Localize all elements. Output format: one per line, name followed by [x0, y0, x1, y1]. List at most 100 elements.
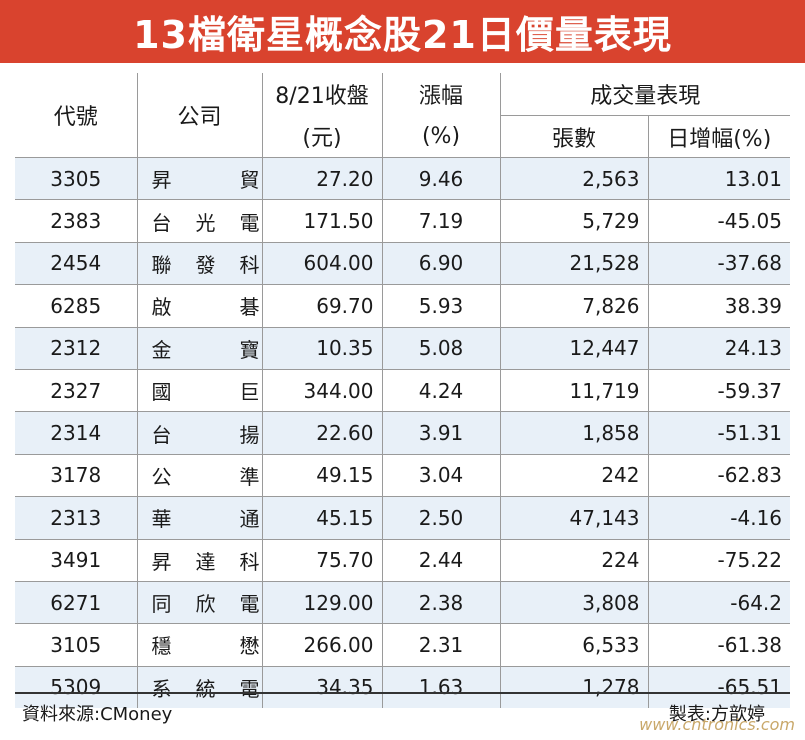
- cell-daily: -45.05: [648, 199, 791, 243]
- cell-change: 2.50: [382, 496, 501, 540]
- title-banner: 13檔衛星概念股21日價量表現: [0, 0, 805, 63]
- cell-change: 4.24: [382, 368, 501, 412]
- cell-daily: 13.01: [648, 156, 791, 200]
- company-name-char: 華: [151, 507, 172, 532]
- header-change-unit: (%): [382, 115, 501, 158]
- company-name-char: 聯: [151, 252, 172, 277]
- company-name-char: 貿: [239, 168, 260, 193]
- cell-lots: 2,563: [500, 156, 649, 200]
- cell-code: 3105: [15, 623, 138, 667]
- table-row: 2454 聯發科 604.00 6.90 21,528 -37.68: [15, 241, 791, 285]
- header-volume-group: 成交量表現: [500, 73, 791, 116]
- company-name-char: 公: [151, 464, 172, 489]
- cell-lots: 242: [500, 453, 649, 497]
- company-name-char: 台: [151, 422, 172, 447]
- cell-code: 2312: [15, 326, 138, 370]
- watermark-text: www.cntronics.com: [639, 715, 795, 734]
- cell-lots: 12,447: [500, 326, 649, 370]
- cell-close: 604.00: [262, 241, 383, 285]
- table-row: 3105 穩懋 266.00 2.31 6,533 -61.38: [15, 623, 791, 667]
- company-name-char: 準: [239, 464, 260, 489]
- source-note: 資料來源:CMoney: [22, 704, 173, 725]
- cell-company: 昇貿: [137, 156, 263, 200]
- cell-company: 昇達科: [137, 538, 263, 582]
- cell-lots: 1,858: [500, 411, 649, 455]
- header-volume-daily: 日增幅(%): [667, 126, 772, 152]
- table-row: 2314 台揚 22.60 3.91 1,858 -51.31: [15, 411, 791, 455]
- table-row: 3305 昇貿 27.20 9.46 2,563 13.01: [15, 156, 791, 200]
- cell-daily: -59.37: [648, 368, 791, 412]
- cell-change: 7.19: [382, 199, 501, 243]
- company-name-char: 碁: [239, 295, 260, 320]
- company-name-char: 系: [151, 676, 172, 701]
- company-name: 昇達科: [152, 546, 260, 575]
- cell-close: 10.35: [262, 326, 383, 370]
- cell-change: 9.46: [382, 156, 501, 200]
- cell-close: 129.00: [262, 580, 383, 624]
- cell-code: 3305: [15, 156, 138, 200]
- company-name-char: 懋: [239, 634, 260, 659]
- company-name: 同欣電: [152, 588, 260, 617]
- cell-lots: 1,278: [500, 665, 649, 709]
- company-name-char: 科: [239, 252, 260, 277]
- cell-company: 聯發科: [137, 241, 263, 285]
- header-company: 公司: [137, 73, 263, 158]
- company-name-char: 昇: [151, 549, 172, 574]
- company-name: 公準: [152, 461, 260, 490]
- cell-daily: -51.31: [648, 411, 791, 455]
- maker-note: 製表:方歆婷: [668, 704, 765, 725]
- cell-company: 台揚: [137, 411, 263, 455]
- cell-daily: -75.22: [648, 538, 791, 582]
- company-name-char: 電: [239, 592, 260, 617]
- cell-company: 台光電: [137, 199, 263, 243]
- cell-daily: 24.13: [648, 326, 791, 370]
- cell-lots: 5,729: [500, 199, 649, 243]
- header-close: 8/21收盤: [262, 73, 383, 116]
- company-name-char: 電: [239, 676, 260, 701]
- company-name-char: 統: [195, 676, 216, 701]
- page-title: 13檔衛星概念股21日價量表現: [133, 13, 672, 57]
- cell-code: 2327: [15, 368, 138, 412]
- cell-code: 6285: [15, 284, 138, 328]
- cell-change: 5.93: [382, 284, 501, 328]
- cell-close: 45.15: [262, 496, 383, 540]
- company-name: 華通: [152, 503, 260, 532]
- company-name-char: 啟: [151, 295, 172, 320]
- header-close-unit: (元): [262, 115, 383, 158]
- company-name: 台揚: [152, 419, 260, 448]
- cell-change: 1.63: [382, 665, 501, 709]
- table-row: 2383 台光電 171.50 7.19 5,729 -45.05: [15, 199, 791, 243]
- cell-lots: 21,528: [500, 241, 649, 285]
- company-name: 啟碁: [152, 291, 260, 320]
- table-row: 2313 華通 45.15 2.50 47,143 -4.16: [15, 496, 791, 540]
- cell-company: 穩懋: [137, 623, 263, 667]
- cell-daily: -62.83: [648, 453, 791, 497]
- cell-lots: 6,533: [500, 623, 649, 667]
- cell-company: 啟碁: [137, 284, 263, 328]
- company-name-char: 發: [195, 252, 216, 277]
- company-name-char: 國: [151, 380, 172, 405]
- company-name-char: 巨: [239, 380, 260, 405]
- cell-company: 同欣電: [137, 580, 263, 624]
- table-row: 5309 系統電 34.35 1.63 1,278 -65.51: [15, 665, 791, 709]
- cell-lots: 224: [500, 538, 649, 582]
- cell-company: 系統電: [137, 665, 263, 709]
- cell-close: 266.00: [262, 623, 383, 667]
- company-name: 聯發科: [152, 249, 260, 278]
- cell-code: 3178: [15, 453, 138, 497]
- header-code: 代號: [15, 73, 138, 158]
- table-row: 6271 同欣電 129.00 2.38 3,808 -64.2: [15, 580, 791, 624]
- company-name-char: 穩: [151, 634, 172, 659]
- company-name: 國巨: [152, 376, 260, 405]
- table-row: 2312 金寶 10.35 5.08 12,447 24.13: [15, 326, 791, 370]
- company-name-char: 揚: [239, 422, 260, 447]
- cell-daily: 38.39: [648, 284, 791, 328]
- cell-change: 2.31: [382, 623, 501, 667]
- cell-close: 49.15: [262, 453, 383, 497]
- cell-company: 公準: [137, 453, 263, 497]
- cell-daily: -61.38: [648, 623, 791, 667]
- cell-code: 2454: [15, 241, 138, 285]
- cell-lots: 3,808: [500, 580, 649, 624]
- company-name-char: 昇: [151, 168, 172, 193]
- cell-code: 3491: [15, 538, 138, 582]
